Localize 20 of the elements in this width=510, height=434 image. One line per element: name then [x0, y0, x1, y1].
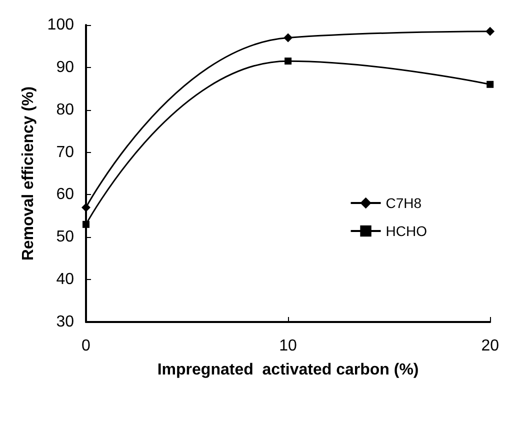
x-tick-label: 20	[481, 338, 500, 354]
point	[284, 33, 293, 42]
y-tick-label: 60	[56, 186, 74, 204]
x-tick-label: 0	[82, 338, 91, 354]
y-tick-label: 40	[56, 271, 74, 288]
x-tick-label: 10	[279, 338, 298, 354]
x-axis-title: Impregnated activated carbon (%)	[157, 362, 419, 378]
y-tick-label: 50	[56, 228, 74, 246]
legend-label: C7H8	[386, 195, 422, 211]
y-axis-title: Removal efficiency (%)	[20, 86, 37, 261]
point	[486, 26, 495, 36]
y-tick-label: 30	[56, 314, 74, 330]
legend-label: HCHO	[386, 223, 428, 239]
point	[82, 220, 90, 228]
point	[486, 80, 494, 88]
y-tick-label: 70	[56, 144, 74, 161]
y-tick-label: 90	[56, 58, 74, 76]
y-tick-label: 80	[56, 101, 74, 118]
point	[284, 58, 292, 65]
y-tick-label: 100	[47, 16, 74, 34]
